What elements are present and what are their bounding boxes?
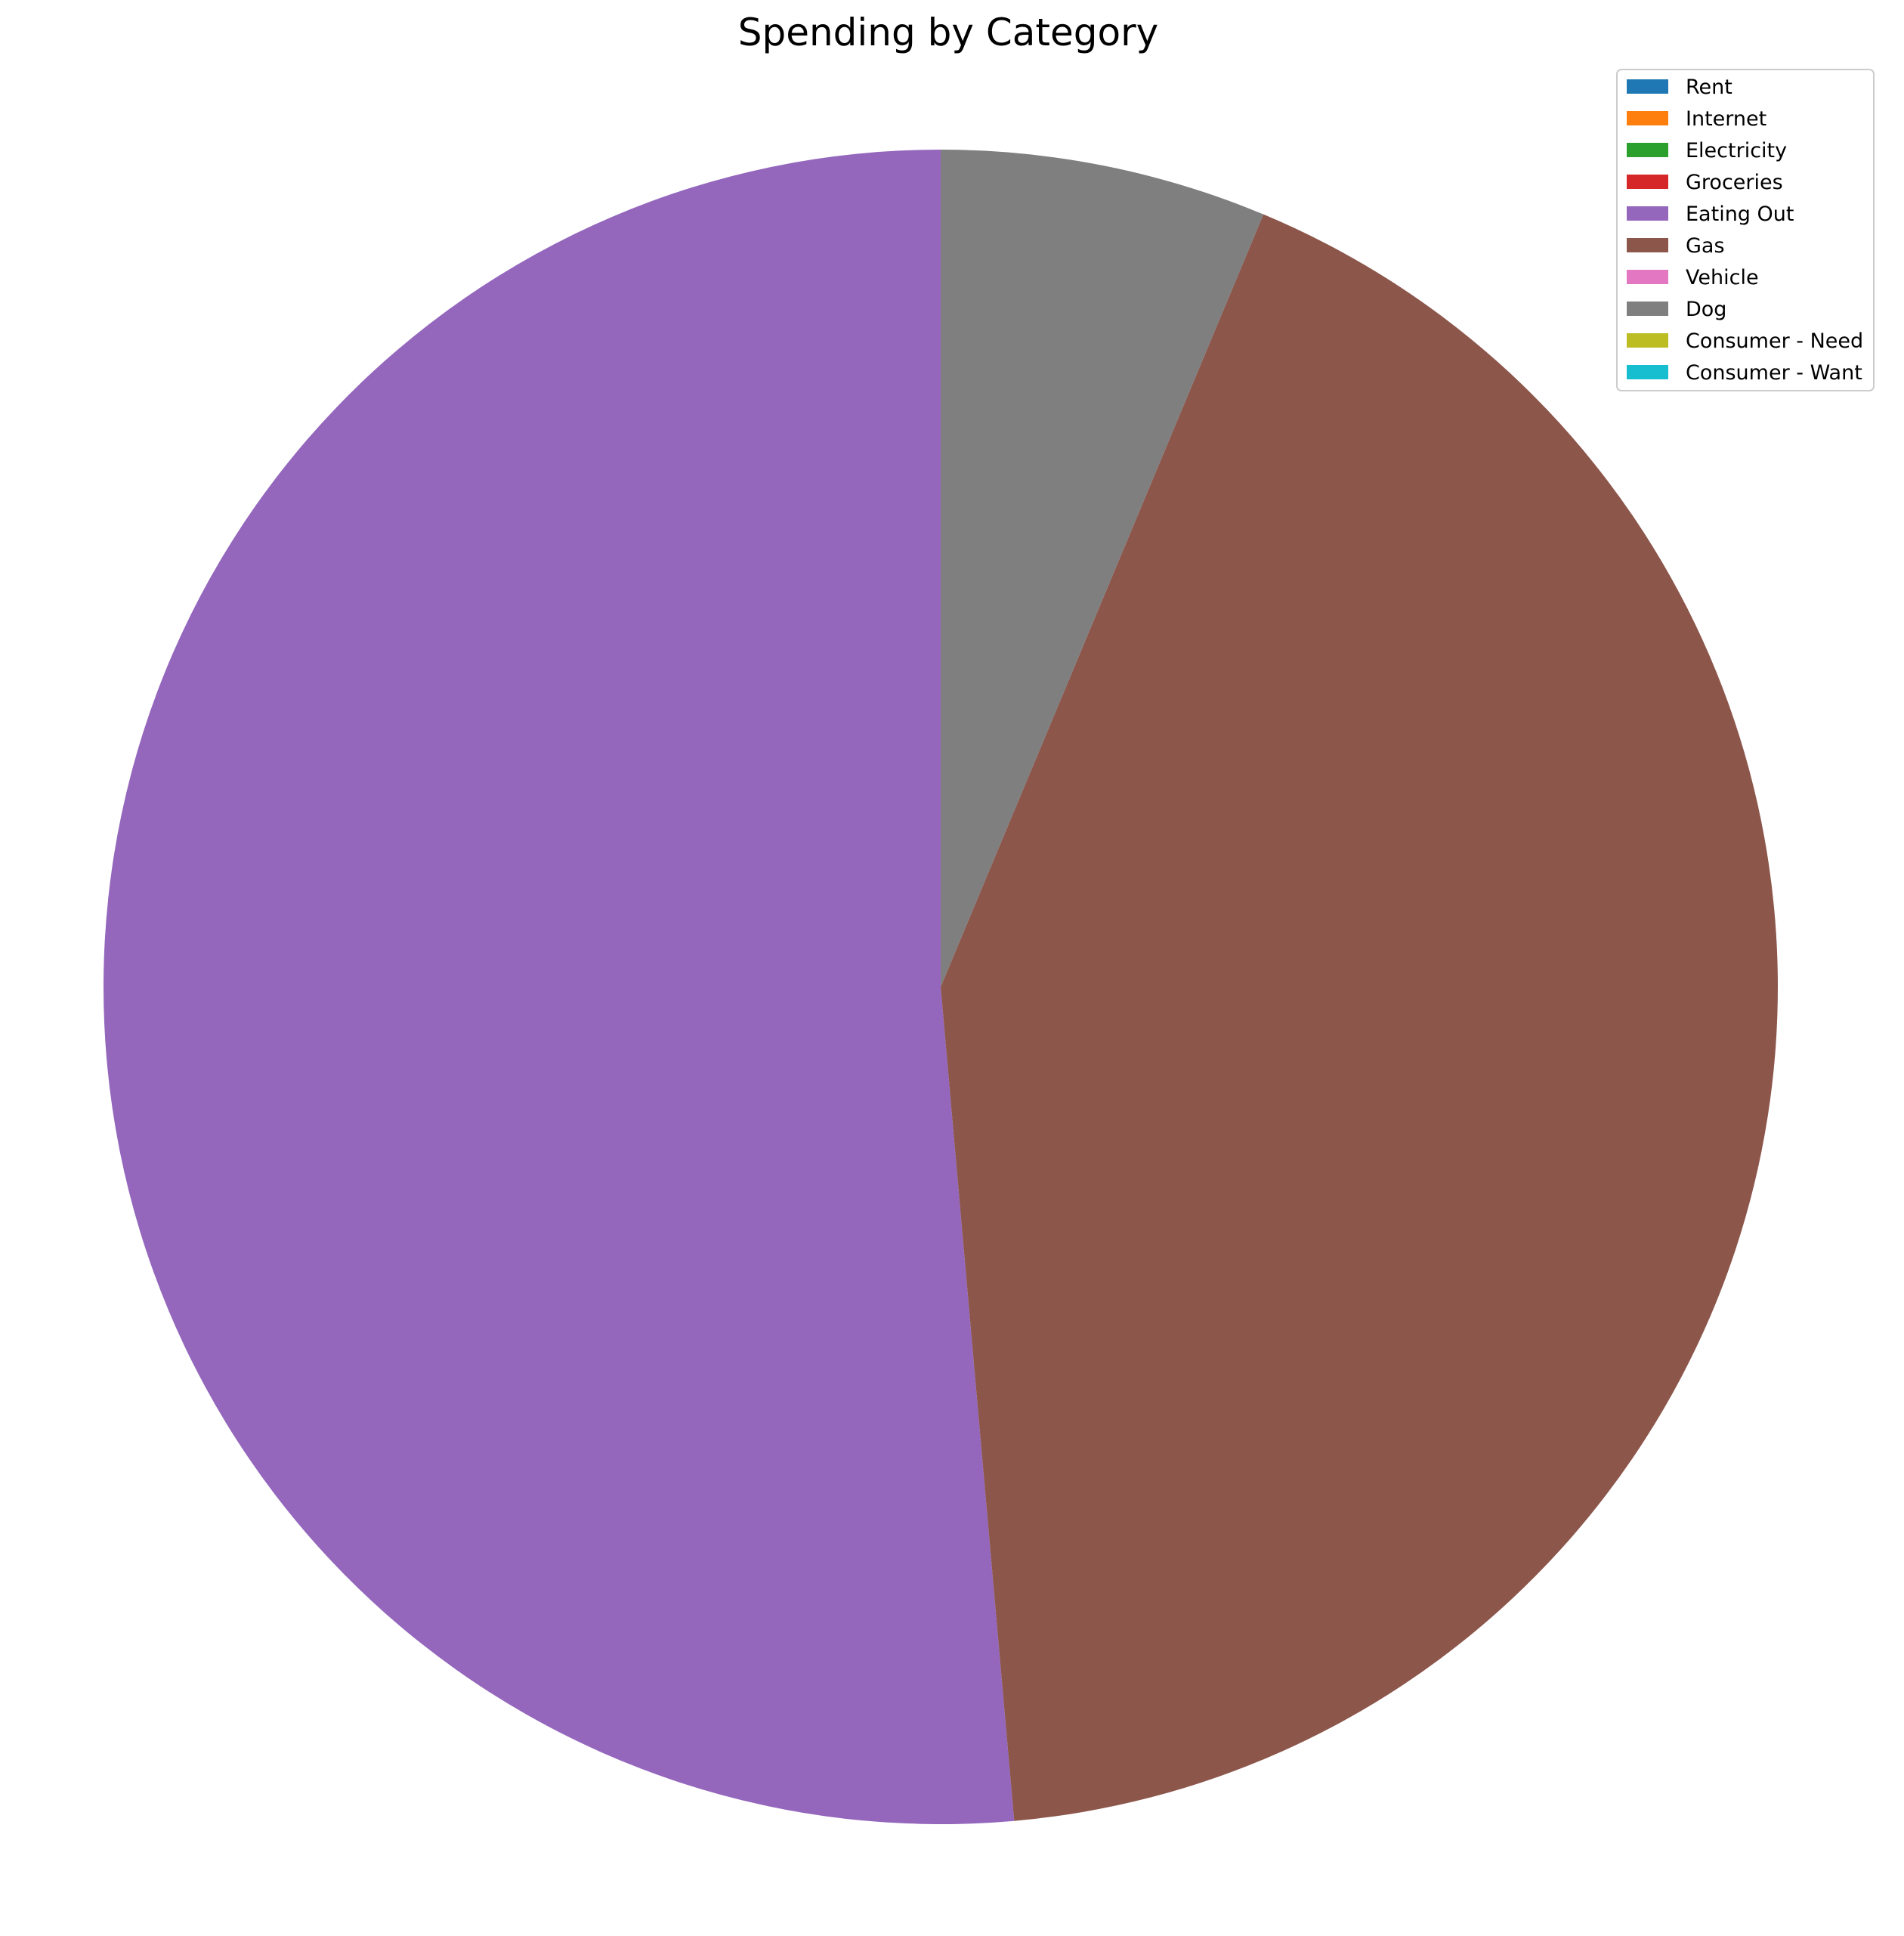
pie-slices [104, 150, 1778, 1824]
legend-entry-gas: Gas [1627, 234, 1725, 258]
legend: Rent Internet Electricity Groceries Eating O… [1616, 69, 1875, 391]
legend-entry-electricity: Electricity [1627, 139, 1787, 162]
pie-slice-gas [941, 214, 1778, 1821]
legend-label: Groceries [1686, 171, 1783, 194]
chart-title: Spending by Category [738, 11, 1159, 54]
legend-swatch [1627, 175, 1668, 189]
legend-label: Consumer - Want [1686, 361, 1862, 385]
legend-swatch [1627, 206, 1668, 221]
legend-entry-dog: Dog [1627, 298, 1726, 321]
legend-swatch [1627, 365, 1668, 379]
legend-swatch [1627, 270, 1668, 284]
legend-label: Consumer - Need [1686, 329, 1863, 353]
legend-label: Gas [1686, 234, 1725, 258]
legend-swatch [1627, 238, 1668, 252]
legend-frame [1616, 69, 1875, 391]
legend-entry-vehicle: Vehicle [1627, 266, 1759, 289]
pie-slice-eating-out [104, 150, 1015, 1824]
legend-entry-consumer-want: Consumer - Want [1627, 361, 1862, 385]
legend-entry-groceries: Groceries [1627, 171, 1783, 194]
legend-entries: Rent Internet Electricity Groceries Eating O… [1627, 76, 1863, 385]
legend-swatch [1627, 111, 1668, 125]
legend-label: Rent [1686, 76, 1732, 99]
legend-entry-internet: Internet [1627, 107, 1766, 131]
legend-swatch [1627, 79, 1668, 94]
legend-entry-consumer-need: Consumer - Need [1627, 329, 1863, 353]
legend-label: Dog [1686, 298, 1726, 321]
legend-label: Eating Out [1686, 203, 1794, 226]
legend-swatch [1627, 333, 1668, 348]
pie-slice-dog [941, 150, 1264, 987]
legend-entry-eating-out: Eating Out [1627, 203, 1794, 226]
legend-label: Electricity [1686, 139, 1787, 162]
legend-swatch [1627, 143, 1668, 157]
legend-label: Internet [1686, 107, 1766, 131]
legend-entry-rent: Rent [1627, 76, 1732, 99]
legend-swatch [1627, 302, 1668, 316]
legend-label: Vehicle [1686, 266, 1759, 289]
